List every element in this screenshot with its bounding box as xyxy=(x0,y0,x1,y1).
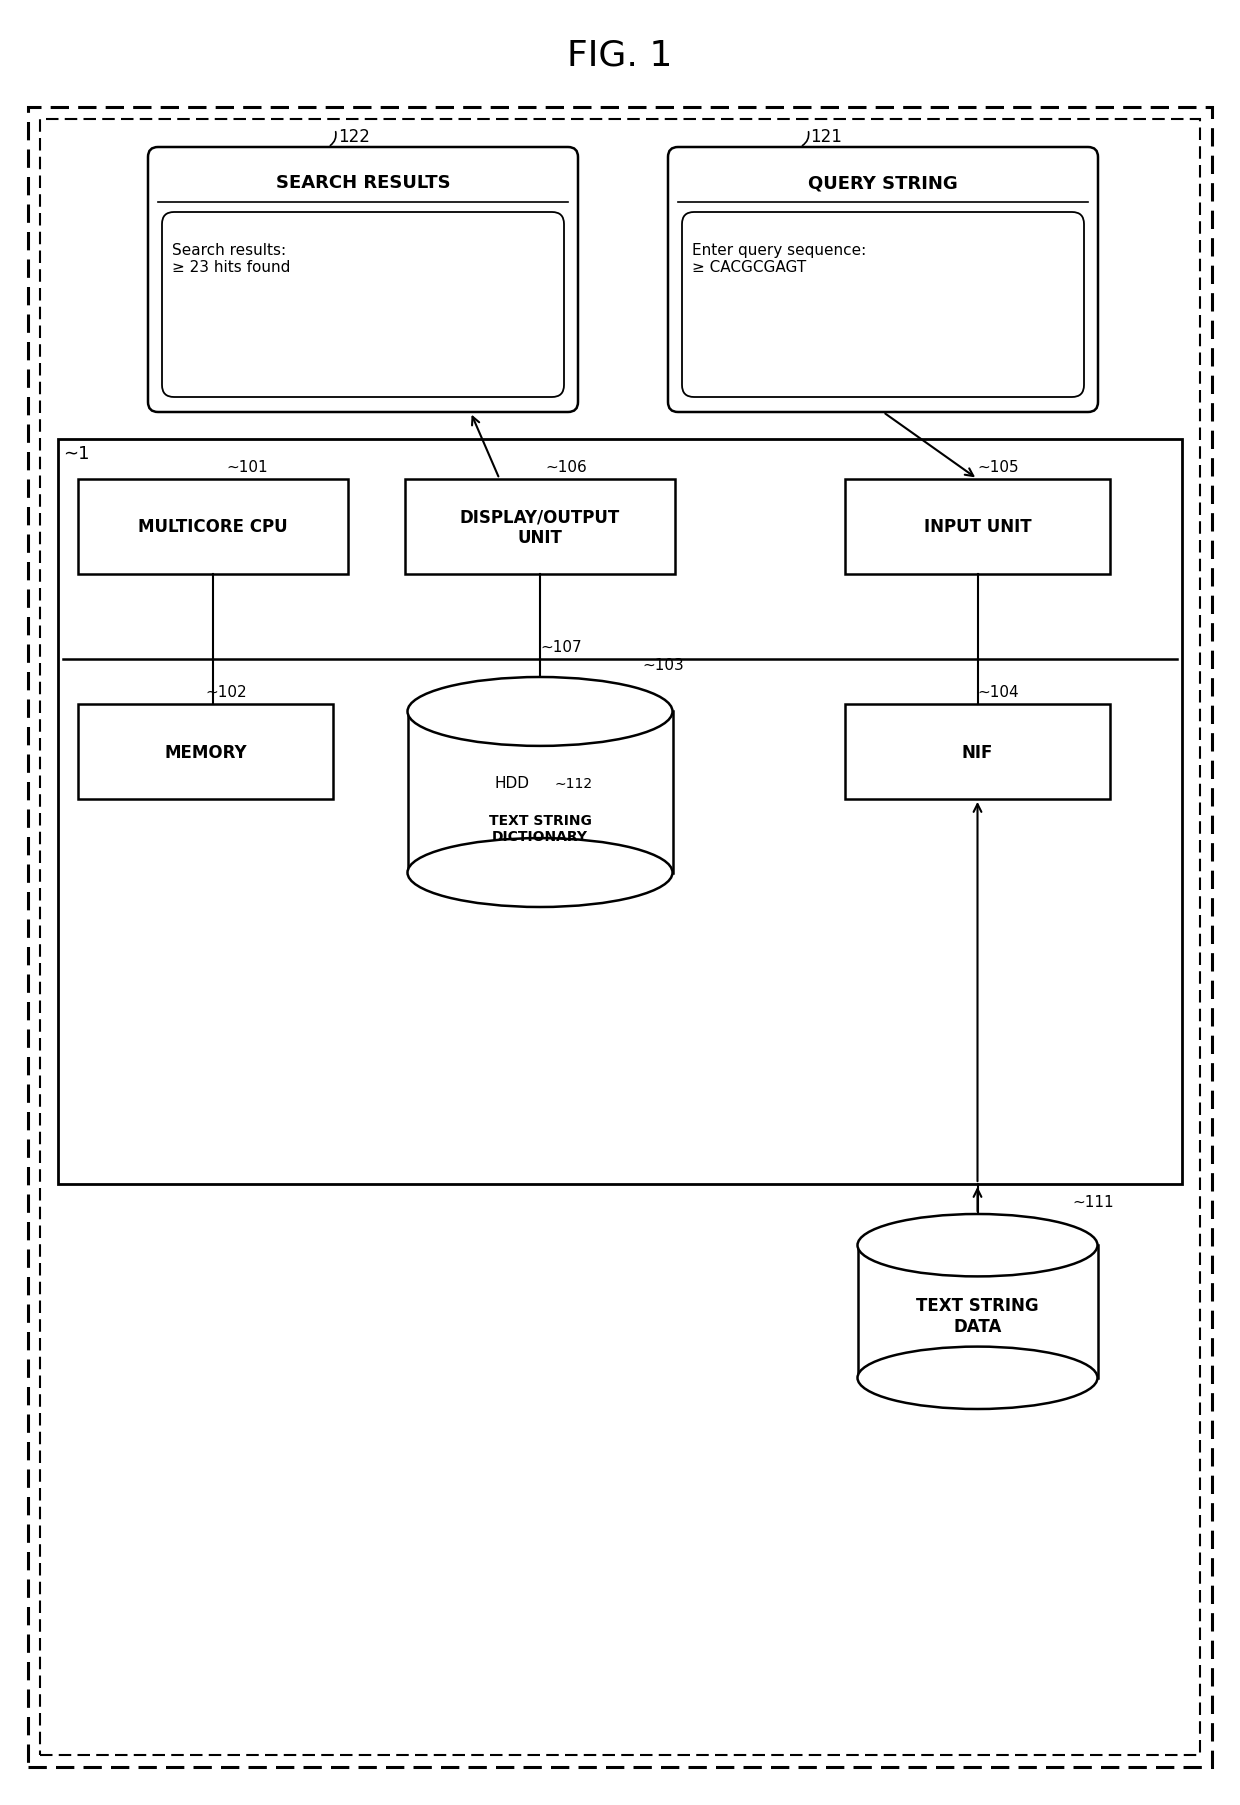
Bar xyxy=(78,480,348,574)
Text: ∼103: ∼103 xyxy=(642,657,684,673)
Text: NIF: NIF xyxy=(962,744,993,762)
Text: 121: 121 xyxy=(810,128,842,146)
Bar xyxy=(441,792,639,865)
Ellipse shape xyxy=(858,1215,1097,1276)
Text: HDD: HDD xyxy=(495,776,529,791)
Text: INPUT UNIT: INPUT UNIT xyxy=(924,518,1032,536)
Ellipse shape xyxy=(858,1347,1097,1410)
Text: DISPLAY/OUTPUT
UNIT: DISPLAY/OUTPUT UNIT xyxy=(460,507,620,547)
Text: ∼102: ∼102 xyxy=(206,684,247,700)
Text: 122: 122 xyxy=(339,128,370,146)
Ellipse shape xyxy=(408,677,672,747)
Bar xyxy=(844,704,1110,800)
Text: Enter query sequence:
≥ CACGCGAGT: Enter query sequence: ≥ CACGCGAGT xyxy=(692,244,867,274)
Text: ∼101: ∼101 xyxy=(227,460,268,475)
Bar xyxy=(408,711,672,874)
Ellipse shape xyxy=(408,839,672,908)
Bar xyxy=(78,704,334,800)
Text: TEXT STRING
DATA: TEXT STRING DATA xyxy=(916,1296,1039,1336)
Text: ∼106: ∼106 xyxy=(546,460,588,475)
Text: SEARCH RESULTS: SEARCH RESULTS xyxy=(275,173,450,191)
Bar xyxy=(405,480,675,574)
FancyBboxPatch shape xyxy=(162,213,564,397)
Bar xyxy=(858,1245,1097,1377)
FancyBboxPatch shape xyxy=(148,148,578,413)
FancyBboxPatch shape xyxy=(682,213,1084,397)
Text: FIG. 1: FIG. 1 xyxy=(568,38,672,72)
Text: MULTICORE CPU: MULTICORE CPU xyxy=(138,518,288,536)
Text: TEXT STRING
DICTIONARY: TEXT STRING DICTIONARY xyxy=(489,814,591,843)
Text: QUERY STRING: QUERY STRING xyxy=(808,173,957,191)
Text: ∼112: ∼112 xyxy=(556,776,593,791)
Bar xyxy=(844,480,1110,574)
Text: ∼107: ∼107 xyxy=(539,639,582,655)
Text: ∼105: ∼105 xyxy=(977,460,1019,475)
Text: ∼104: ∼104 xyxy=(977,684,1019,700)
FancyBboxPatch shape xyxy=(668,148,1097,413)
Text: Search results:
≥ 23 hits found: Search results: ≥ 23 hits found xyxy=(172,244,290,274)
Text: ∼1: ∼1 xyxy=(63,444,89,462)
Text: ∼111: ∼111 xyxy=(1073,1195,1114,1209)
Bar xyxy=(58,440,1182,1184)
Text: MEMORY: MEMORY xyxy=(164,744,247,762)
